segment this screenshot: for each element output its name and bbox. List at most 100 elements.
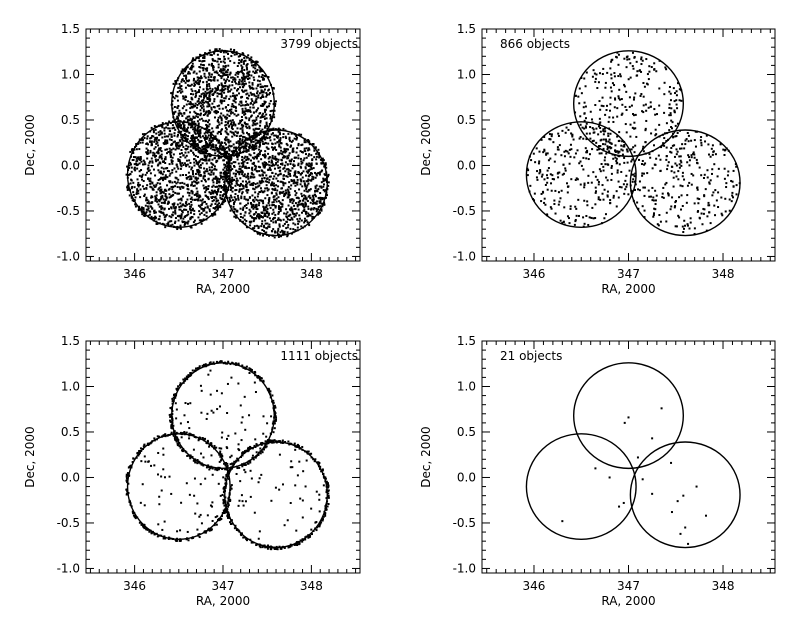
data-point (193, 164, 196, 167)
data-point (240, 96, 243, 99)
data-point (731, 180, 734, 183)
data-point (241, 104, 244, 107)
data-point (191, 98, 194, 101)
data-point (690, 172, 693, 175)
data-point (302, 159, 305, 162)
data-point (283, 149, 286, 152)
data-point (186, 221, 189, 224)
data-point (316, 172, 319, 175)
data-point (263, 230, 266, 233)
data-point (245, 64, 248, 67)
data-point (612, 120, 615, 123)
data-point (534, 161, 537, 164)
data-point (200, 149, 203, 152)
data-point (166, 124, 169, 127)
data-point (735, 165, 738, 168)
data-point (210, 171, 213, 174)
data-point (189, 67, 192, 70)
data-point (592, 217, 595, 220)
chart-panel-2: 346 347 348-1.0-0.50.00.51.01.5RA, 2000Dec… (419, 22, 776, 296)
data-point (155, 222, 158, 225)
data-point (164, 188, 167, 191)
data-point (688, 156, 691, 159)
data-point (557, 176, 560, 179)
data-point (255, 116, 258, 119)
data-point (301, 211, 303, 214)
data-point (181, 107, 184, 110)
data-point (233, 113, 236, 116)
data-point (155, 194, 158, 197)
data-point (654, 163, 657, 166)
data-point (279, 219, 282, 222)
data-point (208, 112, 211, 115)
data-point (576, 149, 579, 152)
data-point (285, 137, 288, 140)
data-point (202, 99, 205, 101)
data-point (610, 165, 613, 168)
data-point (662, 186, 665, 189)
data-point (217, 147, 220, 150)
data-point (212, 105, 215, 108)
data-point (221, 84, 224, 87)
data-point (260, 116, 263, 119)
data-point (149, 177, 152, 180)
data-point (537, 162, 540, 165)
data-point (634, 144, 637, 147)
data-point (166, 139, 169, 142)
data-point (157, 179, 160, 182)
data-point (148, 213, 151, 216)
data-point (252, 181, 255, 184)
data-point (260, 189, 263, 192)
data-point (224, 148, 227, 151)
data-point (255, 208, 258, 211)
data-point (165, 213, 168, 216)
data-point (629, 135, 632, 138)
data-point (202, 92, 205, 95)
data-point (310, 167, 313, 170)
data-point (596, 178, 599, 181)
data-point (146, 199, 149, 202)
data-point (263, 171, 266, 174)
data-point (264, 108, 267, 111)
data-point (139, 159, 142, 162)
data-point (262, 234, 265, 237)
data-point (197, 138, 200, 141)
data-point (172, 141, 175, 144)
data-point (731, 194, 734, 197)
data-point (728, 209, 731, 212)
data-point (574, 94, 577, 97)
data-point (615, 160, 618, 162)
data-point (244, 155, 247, 158)
data-point (255, 101, 258, 104)
data-point (238, 71, 240, 74)
data-point (591, 140, 594, 143)
data-point (596, 148, 599, 151)
data-point (224, 120, 227, 123)
data-point (158, 171, 161, 174)
data-point (214, 90, 217, 93)
data-point (219, 174, 222, 177)
data-point (155, 198, 158, 201)
data-point (183, 222, 186, 225)
data-point (219, 115, 222, 118)
data-point (708, 211, 711, 214)
data-point (227, 434, 230, 437)
y-tick-label: 1.5 (457, 22, 476, 36)
data-point (610, 59, 613, 62)
data-point (206, 170, 209, 173)
data-point (176, 107, 179, 110)
data-point (137, 183, 140, 186)
data-point (538, 172, 541, 175)
data-point (678, 216, 681, 219)
data-point (255, 92, 258, 95)
data-point (243, 77, 246, 80)
data-point (276, 218, 279, 221)
data-point (264, 165, 267, 168)
data-point (191, 171, 194, 174)
data-point (210, 189, 213, 192)
data-point (643, 85, 646, 88)
data-point (276, 160, 279, 163)
data-point (239, 480, 242, 483)
data-point (567, 152, 570, 155)
data-point (167, 135, 170, 138)
